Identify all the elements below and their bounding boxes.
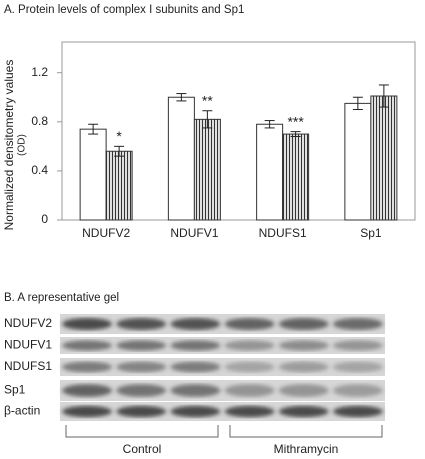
significance-label: * — [116, 128, 122, 144]
gel-band — [224, 405, 275, 418]
error-bar — [352, 96, 363, 111]
y-tick-label: 0.4 — [31, 163, 48, 177]
y-tick-label: 1.2 — [31, 65, 48, 79]
plot-frame — [61, 41, 416, 221]
gel-band — [116, 405, 167, 418]
x-tick-label: NDUFV2 — [82, 226, 130, 240]
gel-band — [224, 318, 275, 330]
error-bar — [114, 145, 125, 157]
group-bracket — [65, 425, 219, 438]
group-label: Control — [123, 442, 162, 456]
error-bar — [88, 123, 99, 135]
gel-band — [333, 318, 383, 330]
bar — [167, 96, 195, 221]
gel-band — [278, 318, 329, 330]
x-tick-label: NDUFS1 — [259, 226, 307, 240]
gel-band — [278, 340, 329, 351]
gel-row-label: NDUFV2 — [4, 316, 52, 330]
y-tick-label: 0.8 — [31, 114, 48, 128]
gel-title: B. A representative gel — [4, 292, 119, 304]
gel-band — [170, 405, 221, 418]
bar — [105, 150, 133, 221]
gel-band — [62, 384, 112, 397]
gel: NDUFV2 NDUFV1 NDUFS1 Sp1 β-actin Control Mithr… — [4, 314, 385, 456]
x-tick-label: NDUFV1 — [170, 226, 218, 240]
bar — [79, 128, 107, 221]
gel-row-label: Sp1 — [4, 383, 26, 397]
error-bar — [202, 110, 213, 129]
gel-row-label: β-actin — [4, 404, 40, 418]
y-axis-unit: (OD) — [17, 134, 28, 156]
gel-band — [333, 340, 383, 351]
gel-band — [333, 405, 383, 418]
bar — [344, 102, 372, 221]
gel-band — [333, 361, 383, 373]
gel-band — [278, 384, 329, 397]
gel-band — [116, 318, 167, 330]
x-tick-label: Sp1 — [360, 226, 382, 240]
gel-band — [170, 384, 221, 397]
gel-band — [170, 340, 221, 351]
gel-band — [224, 384, 275, 397]
bar — [256, 123, 284, 221]
gel-band — [116, 340, 167, 351]
gel-row-label: NDUFS1 — [4, 359, 52, 373]
bar — [282, 133, 310, 221]
gel-band — [278, 361, 329, 373]
gel-band — [116, 384, 167, 397]
gel-band — [62, 361, 112, 373]
gel-band — [333, 384, 383, 397]
gel-band — [62, 405, 112, 418]
error-bar — [264, 120, 275, 129]
significance-label: *** — [287, 113, 304, 129]
gel-band — [224, 361, 275, 373]
error-bar — [378, 84, 389, 108]
y-axis-label: Normalized densitometry values — [2, 60, 16, 231]
error-bar — [290, 131, 301, 138]
gel-band — [116, 361, 167, 373]
gel-band — [224, 340, 275, 351]
gel-band — [62, 318, 112, 330]
group-bracket — [229, 425, 383, 438]
group-label: Mithramycin — [274, 442, 339, 456]
chart-title: A. Protein levels of complex I subunits … — [4, 4, 244, 16]
bar — [370, 95, 398, 221]
bar — [193, 118, 221, 221]
gel-band — [62, 340, 112, 351]
significance-label: ** — [202, 92, 213, 108]
gel-band — [170, 361, 221, 373]
gel-band — [170, 318, 221, 330]
y-tick-label: 0 — [41, 212, 48, 226]
gel-band — [278, 405, 329, 418]
gel-row-label: NDUFV1 — [4, 338, 52, 352]
error-bar — [176, 93, 187, 102]
